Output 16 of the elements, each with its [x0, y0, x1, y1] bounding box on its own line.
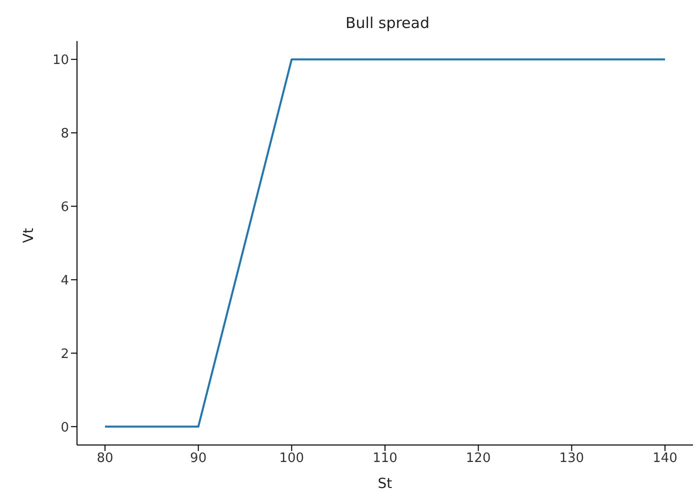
chart-title: Bull spread — [344, 14, 431, 32]
x-tick-label: 80 — [96, 451, 114, 466]
y-axis-title: Vt — [20, 227, 37, 243]
x-tick-label: 110 — [372, 451, 398, 466]
y-tick-label: 8 — [60, 126, 69, 142]
x-tick-label: 90 — [190, 451, 207, 466]
y-tick-label: 0 — [60, 420, 69, 436]
x-axis-title: St — [378, 476, 393, 492]
x-tick-label: 100 — [279, 451, 304, 466]
y-tick-label: 2 — [60, 346, 69, 362]
y-tick-label: 10 — [52, 52, 69, 68]
x-tick-label: 120 — [466, 451, 491, 466]
x-tick-label: 140 — [652, 451, 678, 466]
x-tick-label: 130 — [559, 451, 584, 466]
y-tick-label: 6 — [60, 200, 69, 215]
y-tick-label: 4 — [60, 273, 69, 288]
